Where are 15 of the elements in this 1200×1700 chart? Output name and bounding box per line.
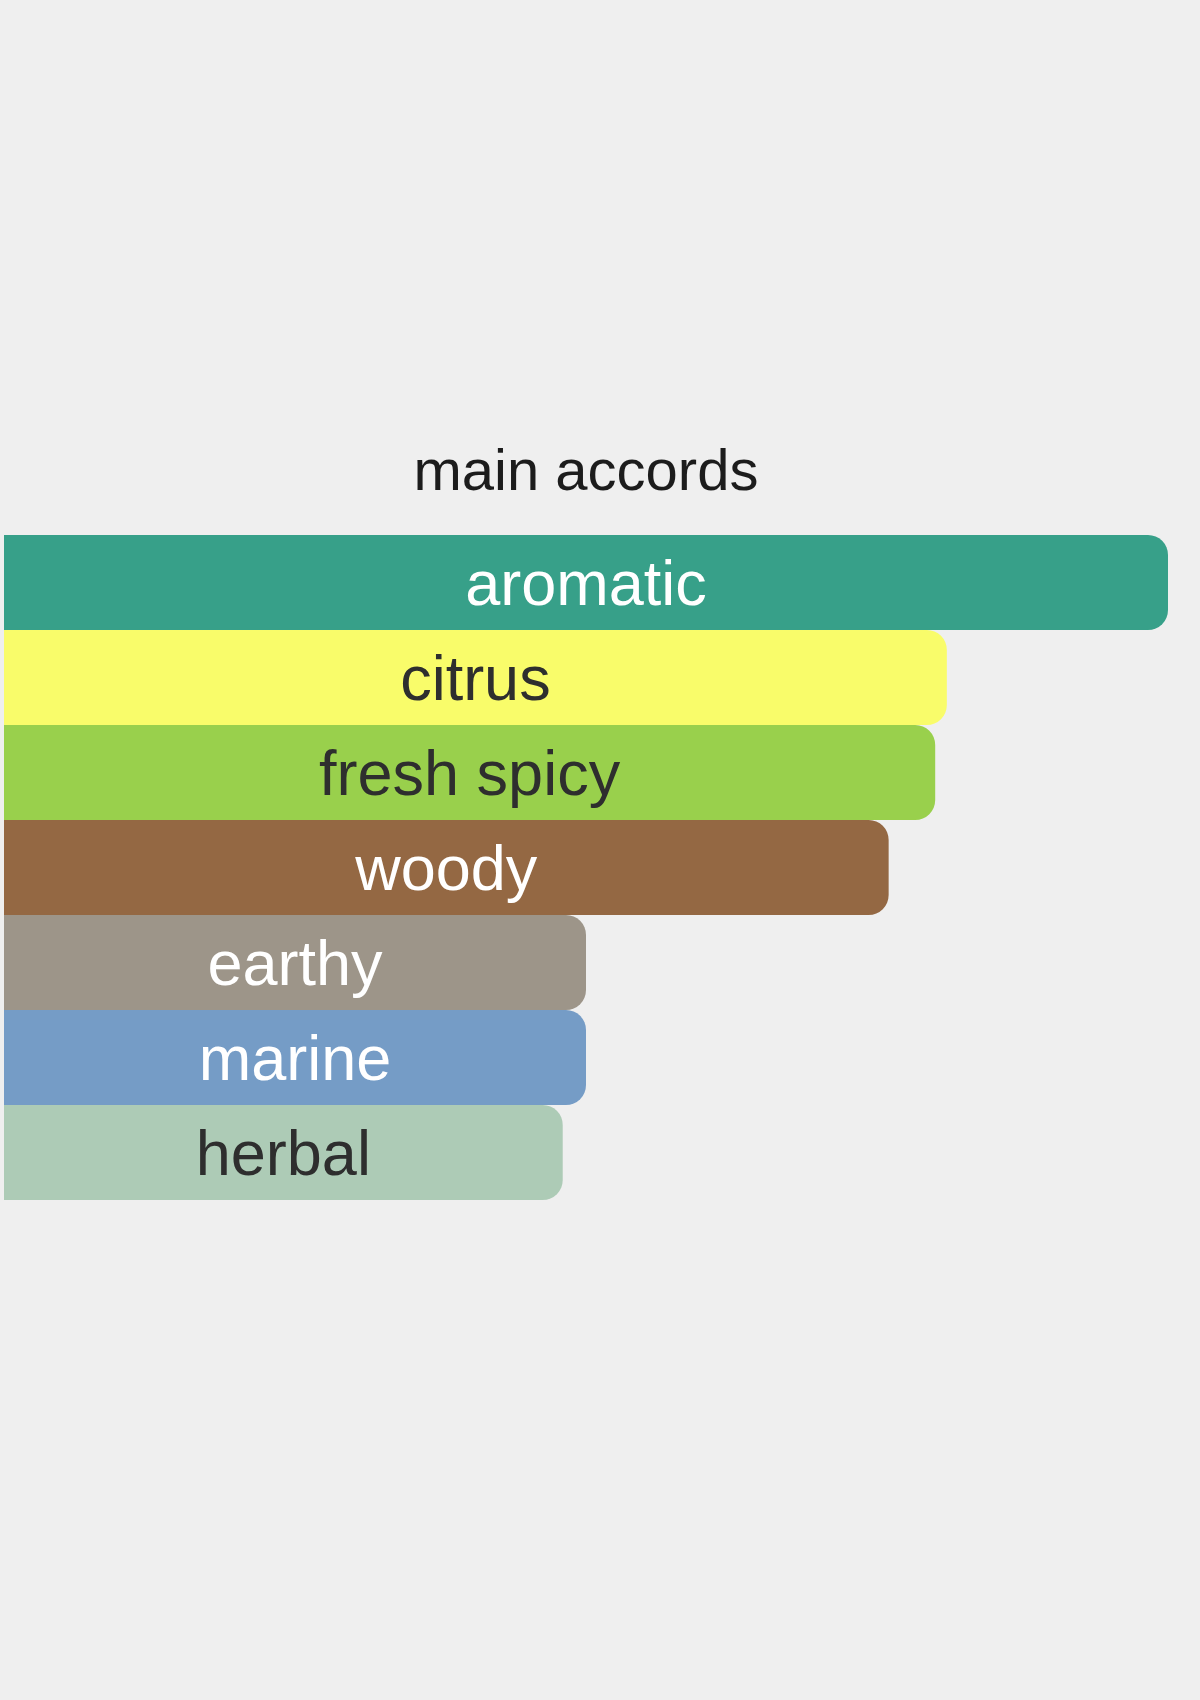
bar (4, 915, 586, 1010)
y-tick-label: woody (354, 832, 538, 903)
chart-title: main accords (412, 437, 760, 502)
y-tick-label: aromatic (465, 547, 707, 618)
bar (4, 1010, 586, 1105)
bar (4, 535, 1168, 630)
y-tick-label: fresh spicy (319, 737, 621, 808)
y-tick-label: herbal (195, 1117, 371, 1188)
bar (4, 725, 936, 820)
y-tick-label: marine (198, 1022, 392, 1093)
y-tick-label: citrus (400, 642, 551, 713)
bar (4, 630, 947, 725)
bar (4, 820, 889, 915)
y-tick-label: earthy (207, 927, 384, 998)
bar (4, 1105, 563, 1200)
